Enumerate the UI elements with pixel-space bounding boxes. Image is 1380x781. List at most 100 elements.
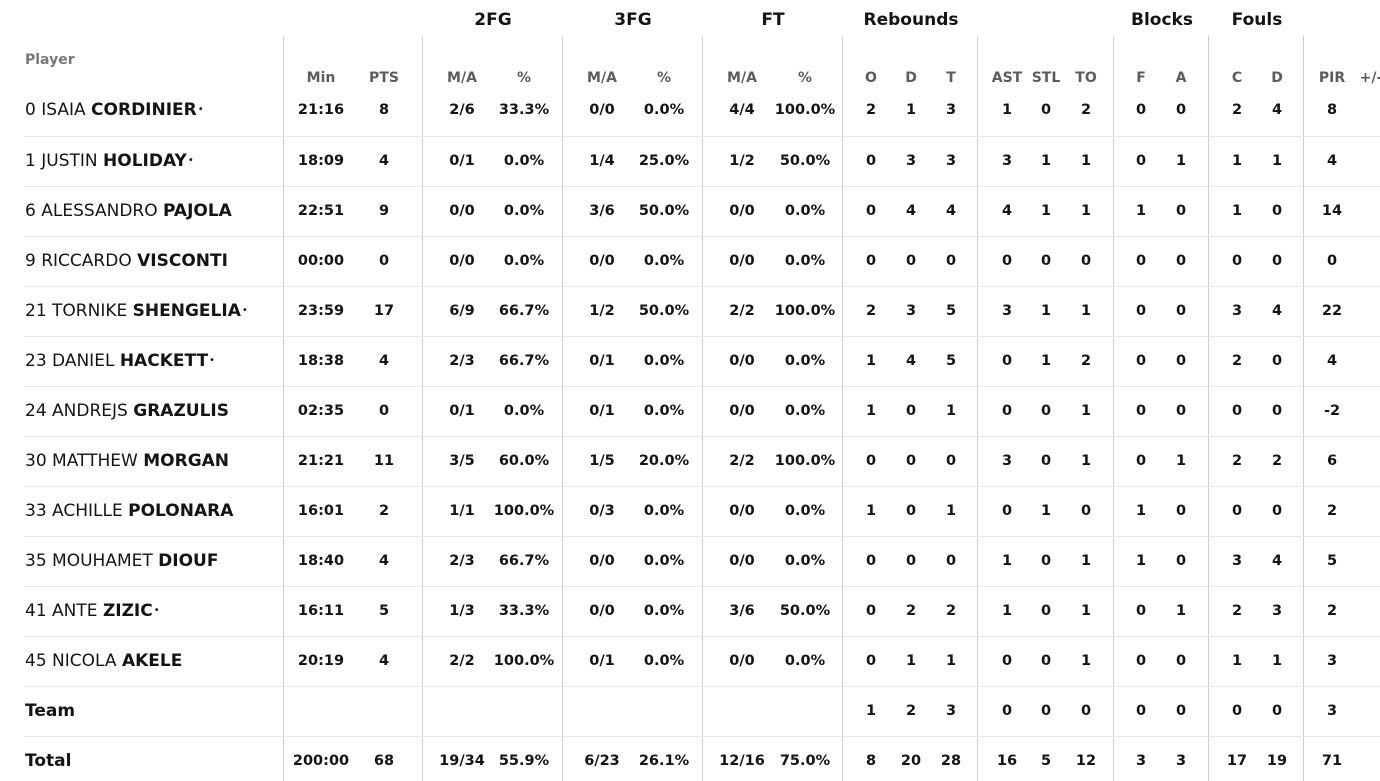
player-row-24-2fg-pct: 0.0% — [503, 403, 545, 419]
column-divider — [977, 36, 978, 781]
team-row-to: 0 — [1080, 703, 1092, 719]
player-row-0-ast: 1 — [1001, 102, 1013, 118]
column-header-foul-d[interactable]: D — [1271, 70, 1283, 86]
player-number: 24 — [25, 401, 47, 421]
player-row-41-blk-f: 0 — [1135, 603, 1147, 619]
player-name-link[interactable]: 24 ANDREJS GRAZULIS — [25, 399, 229, 423]
player-name-link[interactable]: 6 ALESSANDRO PAJOLA — [25, 199, 232, 223]
total-row-3fg-ma: 6/23 — [584, 753, 620, 769]
row-divider — [24, 336, 1380, 337]
player-row-33-reb-t: 1 — [945, 503, 957, 519]
row-divider — [24, 736, 1380, 737]
player-row-45-reb-t: 1 — [945, 653, 957, 669]
player-row-41-pir: 2 — [1326, 603, 1338, 619]
player-row-6-pir: 14 — [1321, 203, 1343, 219]
player-row-33-blk-a: 0 — [1175, 503, 1187, 519]
column-header-to[interactable]: TO — [1075, 70, 1097, 86]
player-column-header[interactable]: Player — [25, 52, 75, 68]
row-divider — [24, 486, 1380, 487]
player-row-0-pts: 8 — [378, 102, 390, 118]
column-header-reb-d[interactable]: D — [905, 70, 917, 86]
team-row-reb-t: 3 — [945, 703, 957, 719]
column-header-2fg-ma[interactable]: M/A — [447, 70, 477, 86]
player-row-30-ft-pct: 100.0% — [774, 453, 836, 469]
player-row-23-reb-t: 5 — [945, 353, 957, 369]
column-header-reb-t[interactable]: T — [946, 70, 956, 86]
player-row-24-blk-f: 0 — [1135, 403, 1147, 419]
player-row-45-blk-a: 0 — [1175, 653, 1187, 669]
player-name-link[interactable]: 21 TORNIKE SHENGELIA• — [25, 299, 248, 323]
row-divider — [24, 586, 1380, 587]
team-row-reb-d: 2 — [905, 703, 917, 719]
column-header-3fg-pct[interactable]: % — [656, 70, 672, 86]
player-row-6-ft-pct: 0.0% — [784, 203, 826, 219]
column-header-3fg-ma[interactable]: M/A — [587, 70, 617, 86]
player-row-30-reb-t: 0 — [945, 453, 957, 469]
player-row-41-ft-pct: 50.0% — [779, 603, 831, 619]
player-last-name: MORGAN — [143, 451, 230, 471]
column-header-stl[interactable]: STL — [1031, 70, 1061, 86]
total-row-pir: 71 — [1321, 753, 1343, 769]
player-row-35-ft-ma: 0/0 — [729, 553, 755, 569]
player-row-33-ast: 0 — [1001, 503, 1013, 519]
column-header-pts[interactable]: PTS — [369, 70, 399, 86]
player-row-6-reb-d: 4 — [905, 203, 917, 219]
column-divider — [1113, 36, 1114, 781]
column-header-reb-o[interactable]: O — [865, 70, 877, 86]
player-row-9-2fg-pct: 0.0% — [503, 253, 545, 269]
column-header-blk-f[interactable]: F — [1136, 70, 1146, 86]
player-row-35-ft-pct: 0.0% — [784, 553, 826, 569]
team-row-stl: 0 — [1040, 703, 1052, 719]
player-name-link[interactable]: 9 RICCARDO VISCONTI — [25, 249, 228, 273]
player-row-9-pts: 0 — [378, 253, 390, 269]
column-header-ft-ma[interactable]: M/A — [727, 70, 757, 86]
player-row-24-reb-t: 1 — [945, 403, 957, 419]
player-row-30-blk-a: 1 — [1175, 453, 1187, 469]
player-row-0-ft-pct: 100.0% — [774, 102, 836, 118]
column-header-ft-pct[interactable]: % — [797, 70, 813, 86]
player-row-9-foul-c: 0 — [1231, 253, 1243, 269]
column-header-min[interactable]: Min — [306, 70, 336, 86]
player-name-link[interactable]: 23 DANIEL HACKETT• — [25, 349, 215, 373]
player-row-30-foul-d: 2 — [1271, 453, 1283, 469]
player-name-link[interactable]: 35 MOUHAMET DIOUF — [25, 549, 218, 573]
total-row-foul-c: 17 — [1226, 753, 1248, 769]
player-row-41-foul-c: 2 — [1231, 603, 1243, 619]
player-row-24-3fg-pct: 0.0% — [643, 403, 685, 419]
column-header-ast[interactable]: AST — [991, 70, 1023, 86]
player-row-35-pir: 5 — [1326, 553, 1338, 569]
player-row-23-2fg-pct: 66.7% — [498, 353, 550, 369]
player-name-link[interactable]: 33 ACHILLE POLONARA — [25, 499, 233, 523]
column-header-plus-minus[interactable]: +/- — [1359, 70, 1380, 86]
player-row-45-2fg-pct: 100.0% — [493, 653, 555, 669]
player-row-0-foul-c: 2 — [1231, 102, 1243, 118]
player-row-30-reb-o: 0 — [865, 453, 877, 469]
player-row-35-stl: 0 — [1040, 553, 1052, 569]
player-first-name: RICCARDO — [41, 251, 132, 271]
column-header-blk-a[interactable]: A — [1175, 70, 1187, 86]
player-row-1-foul-c: 1 — [1231, 153, 1243, 169]
total-row-reb-o: 8 — [865, 753, 877, 769]
player-row-23-3fg-pct: 0.0% — [643, 353, 685, 369]
column-header-pir[interactable]: PIR — [1318, 70, 1346, 86]
total-row-3fg-pct: 26.1% — [638, 753, 690, 769]
player-row-33-pts: 2 — [378, 503, 390, 519]
player-name-link[interactable]: 45 NICOLA AKELE — [25, 649, 182, 673]
player-name-link[interactable]: 41 ANTE ZIZIC• — [25, 599, 160, 623]
player-row-24-ast: 0 — [1001, 403, 1013, 419]
player-row-1-pir: 4 — [1326, 153, 1338, 169]
player-row-41-to: 1 — [1080, 603, 1092, 619]
player-name-link[interactable]: 1 JUSTIN HOLIDAY• — [25, 149, 194, 173]
player-row-35-min: 18:40 — [297, 553, 345, 569]
player-row-35-reb-d: 0 — [905, 553, 917, 569]
player-name-link[interactable]: 30 MATTHEW MORGAN — [25, 449, 229, 473]
player-last-name: AKELE — [121, 651, 183, 671]
player-name-link[interactable]: 0 ISAIA CORDINIER• — [25, 98, 204, 122]
column-header-foul-c[interactable]: C — [1231, 70, 1243, 86]
player-row-30-ft-ma: 2/2 — [729, 453, 755, 469]
player-row-30-min: 21:21 — [297, 453, 345, 469]
column-header-2fg-pct[interactable]: % — [516, 70, 532, 86]
player-row-45-stl: 0 — [1040, 653, 1052, 669]
player-row-33-blk-f: 1 — [1135, 503, 1147, 519]
player-row-23-foul-d: 0 — [1271, 353, 1283, 369]
